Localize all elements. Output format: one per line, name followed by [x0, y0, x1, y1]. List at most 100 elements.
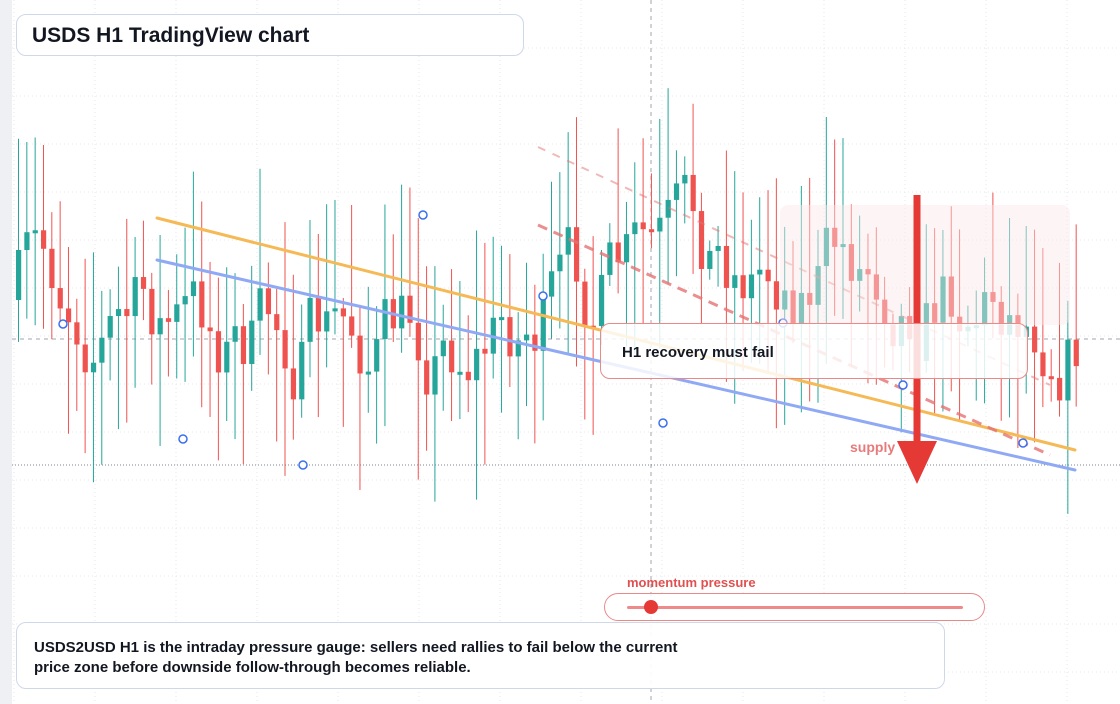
bull-candle: [815, 266, 821, 305]
bear-candle: [1040, 352, 1046, 377]
bear-candle: [57, 288, 63, 309]
bear-candle: [582, 281, 588, 326]
bear-candle: [315, 297, 322, 332]
bear-candle: [265, 288, 272, 315]
bear-candle: [882, 299, 888, 324]
bear-candle: [207, 327, 213, 332]
caption-box: USDS2USD H1 is the intraday pressure gau…: [16, 622, 945, 689]
overlay-layer: [58, 146, 1077, 484]
bull-candle: [382, 299, 388, 340]
gauge-label: momentum pressure: [627, 575, 756, 590]
bull-candle: [440, 340, 446, 357]
bear-candle: [790, 290, 796, 325]
bull-candle: [499, 317, 505, 321]
bull-candle: [748, 274, 755, 299]
bear-candle: [149, 288, 155, 335]
bear-candle: [274, 314, 280, 331]
callout-text: H1 recovery must fail: [622, 344, 774, 361]
bear-candle: [290, 368, 297, 400]
bull-candle: [232, 326, 238, 342]
bear-candle: [140, 277, 147, 289]
bull-candle: [190, 281, 197, 297]
bear-candle: [740, 275, 746, 299]
bull-candle: [432, 356, 438, 395]
circle-marker-icon: [298, 460, 308, 470]
bull-candle: [623, 234, 630, 263]
bull-candle: [115, 309, 122, 317]
bull-candle: [249, 320, 255, 365]
bull-candle: [540, 296, 546, 351]
bull-candle: [782, 290, 788, 310]
bull-candle: [982, 292, 988, 326]
bear-candle: [49, 248, 55, 289]
bear-candle: [832, 227, 838, 247]
bear-candle: [648, 229, 655, 233]
bear-candle: [165, 318, 172, 322]
caption-line-1: USDS2USD H1 is the intraday pressure gau…: [34, 639, 678, 656]
bull-candle: [732, 275, 738, 288]
bear-candle: [848, 244, 855, 281]
bear-candle: [357, 335, 363, 374]
supply-zone: [780, 205, 1070, 325]
bull-candle: [524, 334, 530, 341]
bull-candle: [182, 296, 188, 305]
bull-candle: [682, 174, 688, 184]
bear-candle: [773, 281, 780, 310]
circle-marker-icon: [1018, 438, 1028, 448]
gauge-knob: [643, 600, 658, 614]
bear-candle: [340, 308, 346, 317]
title-box: USDS H1 TradingView chart: [16, 14, 524, 56]
circle-marker-icon: [658, 418, 668, 428]
bear-candle: [998, 301, 1004, 335]
down-arrow-icon: [897, 441, 937, 484]
bear-candle: [1057, 377, 1063, 401]
bull-candle: [549, 271, 555, 297]
bear-candle: [74, 322, 80, 345]
bull-candle: [32, 230, 38, 234]
bull-candle: [99, 337, 105, 363]
bear-candle: [424, 360, 430, 395]
bear-candle: [407, 295, 413, 323]
bull-candle: [107, 316, 113, 338]
bear-candle: [65, 308, 72, 323]
bear-candle: [40, 230, 47, 249]
bear-candle: [1032, 326, 1038, 353]
bull-candle: [399, 295, 405, 329]
bull-candle: [657, 217, 663, 232]
bear-candle: [124, 309, 130, 317]
bull-candle: [257, 288, 263, 321]
bear-candle: [449, 340, 455, 373]
gauge-track: [627, 606, 963, 609]
recovery-callout: H1 recovery must fail: [600, 323, 1028, 379]
bull-candle: [798, 292, 805, 325]
bull-candle: [840, 244, 846, 248]
circle-marker-icon: [418, 210, 428, 220]
chart-title: USDS H1 TradingView chart: [32, 24, 310, 47]
bear-candle: [199, 281, 205, 328]
bull-candle: [132, 277, 138, 317]
bull-candle: [707, 250, 713, 269]
bull-candle: [16, 250, 22, 300]
bear-candle: [532, 334, 538, 351]
bull-candle: [24, 232, 30, 251]
bear-candle: [215, 331, 222, 373]
bear-candle: [615, 242, 621, 263]
supply-label: supply: [850, 439, 896, 455]
bear-candle: [865, 269, 871, 275]
circle-marker-icon: [898, 380, 908, 390]
bull-candle: [307, 297, 313, 342]
bull-candle: [332, 308, 338, 312]
bull-candle: [90, 362, 97, 373]
caption-text: USDS2USD H1 is the intraday pressure gau…: [34, 638, 734, 678]
bear-candle: [807, 292, 813, 305]
bull-candle: [365, 371, 371, 375]
caption-line-2: price zone before downside follow-throug…: [34, 659, 471, 676]
candle-layer: [16, 88, 1079, 514]
bear-candle: [82, 344, 88, 373]
bear-candle: [948, 276, 954, 317]
bull-candle: [598, 274, 605, 327]
bull-candle: [715, 245, 721, 251]
bear-candle: [1073, 339, 1079, 367]
circle-marker-icon: [178, 434, 188, 444]
